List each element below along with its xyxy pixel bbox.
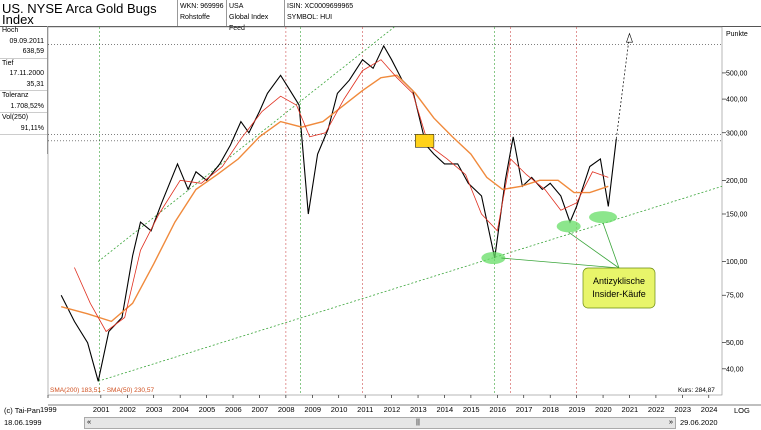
- country-label: USA: [229, 3, 244, 10]
- feed-label: Global Index Feed: [229, 14, 269, 32]
- end-date-label: 29.06.2020: [680, 418, 718, 427]
- sector-label: Rohstoffe: [180, 14, 210, 21]
- title-cell: US. NYSE Arca Gold Bugs Index: [0, 0, 178, 26]
- log-scale-toggle[interactable]: LOG: [734, 406, 750, 415]
- x-tick-label: 2003: [146, 405, 163, 414]
- x-tick-label: 2006: [225, 405, 242, 414]
- x-tick-label: 2008: [278, 405, 295, 414]
- country-cell: USA Global Index Feed: [227, 0, 285, 32]
- series-line-2: [74, 59, 609, 333]
- header-bar: US. NYSE Arca Gold Bugs Index WKN: 96999…: [0, 0, 761, 32]
- insider-buy-highlight: [481, 252, 506, 265]
- x-tick-label: 2015: [463, 405, 480, 414]
- symbol-label: SYMBOL: HUI: [287, 14, 333, 21]
- series-line-1: [61, 74, 609, 323]
- scroll-right-button[interactable]: »: [668, 417, 673, 426]
- scroll-thumb[interactable]: ||: [416, 417, 420, 426]
- series-line-0: [60, 44, 617, 382]
- tief-value: 35,31: [0, 80, 47, 91]
- x-tick-label: 2010: [331, 405, 348, 414]
- callout-line-1: Antizyklische: [593, 276, 645, 286]
- x-tick-label: 2001: [93, 405, 110, 414]
- callout-line-2: Insider-Käufe: [592, 289, 646, 299]
- copyright-label: (c) Tai-Pan: [4, 406, 41, 415]
- x-tick-label: 1999: [40, 405, 57, 414]
- vol-value: 91,11%: [0, 124, 47, 135]
- y-tick-label: 300,00: [726, 130, 748, 137]
- y-tick-label: 40,00: [726, 366, 744, 373]
- y-tick-label: 50,00: [726, 340, 744, 347]
- callout-box: [582, 267, 656, 309]
- insider-buy-highlight: [589, 211, 618, 224]
- projection-arrow: [615, 35, 630, 139]
- stats-sidebar: Hoch 09.09.2011 638,59 Tief 17.11.2000 3…: [0, 26, 48, 154]
- x-tick-label: 2002: [119, 405, 136, 414]
- tief-date: 17.11.2000: [9, 70, 44, 77]
- x-tick-label: 2017: [516, 405, 533, 414]
- x-tick-label: 2005: [199, 405, 216, 414]
- x-tick-label: 2022: [648, 405, 665, 414]
- y-tick-label: 500,00: [726, 70, 748, 77]
- footer-bar: (c) Tai-Pan 18.06.1999 « || » 29.06.2020…: [0, 405, 761, 430]
- tief-label: Tief: [2, 59, 14, 67]
- hoch-label: Hoch: [2, 27, 19, 34]
- x-tick-label: 2012: [384, 405, 401, 414]
- x-tick-label: 2016: [489, 405, 506, 414]
- x-tick-label: 2004: [172, 405, 189, 414]
- vol-label: Vol(250): [2, 114, 29, 121]
- start-date-label: 18.06.1999: [4, 418, 42, 427]
- signal-marker: [415, 134, 435, 148]
- y-tick-label: 400,00: [726, 97, 748, 104]
- x-tick-label: 2014: [436, 405, 453, 414]
- scroll-left-button[interactable]: «: [87, 417, 92, 426]
- x-tick-label: 2021: [621, 405, 638, 414]
- x-tick-label: 2024: [701, 405, 718, 414]
- insider-buy-highlight: [556, 220, 581, 233]
- kurs-label: Kurs: 284,87: [678, 387, 715, 394]
- toleranz-value: 1.708,52%: [0, 102, 47, 113]
- chart-title: US. NYSE Arca Gold Bugs Index: [2, 1, 157, 27]
- hoch-value: 638,59: [0, 47, 47, 59]
- time-scrollbar[interactable]: « || »: [84, 417, 676, 429]
- x-tick-label: 2020: [595, 405, 612, 414]
- x-tick-label: 2023: [674, 405, 691, 414]
- hoch-date: 09.09.2011: [9, 37, 44, 45]
- y-tick-label: 200,00: [726, 178, 748, 185]
- callout-arrow: [501, 257, 620, 269]
- x-tick-label: 2009: [304, 405, 321, 414]
- y-tick-label: 150,00: [726, 211, 748, 218]
- sma-legend: SMA(200) 183,51 - SMA(50) 230,57: [50, 387, 154, 394]
- x-tick-label: 2013: [410, 405, 427, 414]
- x-tick-label: 2018: [542, 405, 559, 414]
- upper-trendline: [97, 26, 395, 262]
- isin-label: ISIN: XC0009699965: [287, 3, 354, 10]
- plot-frame: [47, 26, 723, 396]
- wkn-cell: WKN: 969996 Rohstoffe: [178, 0, 227, 26]
- isin-cell: ISIN: XC0009699965 SYMBOL: HUI: [285, 0, 761, 26]
- x-tick-label: 2019: [569, 405, 586, 414]
- wkn-label: WKN: 969996: [180, 3, 224, 10]
- y-tick-label: 75,00: [726, 293, 744, 300]
- y-unit-label: Punkte: [726, 31, 748, 38]
- x-tick-label: 2007: [251, 405, 268, 414]
- callout-arrow: [568, 232, 620, 269]
- callout-arrow: [602, 223, 620, 269]
- toleranz-label: Toleranz: [2, 92, 29, 99]
- lower-trendline: [98, 185, 723, 382]
- projection-arrowhead: [626, 32, 633, 43]
- x-tick-label: 2011: [357, 405, 373, 414]
- y-tick-label: 100,00: [726, 259, 748, 266]
